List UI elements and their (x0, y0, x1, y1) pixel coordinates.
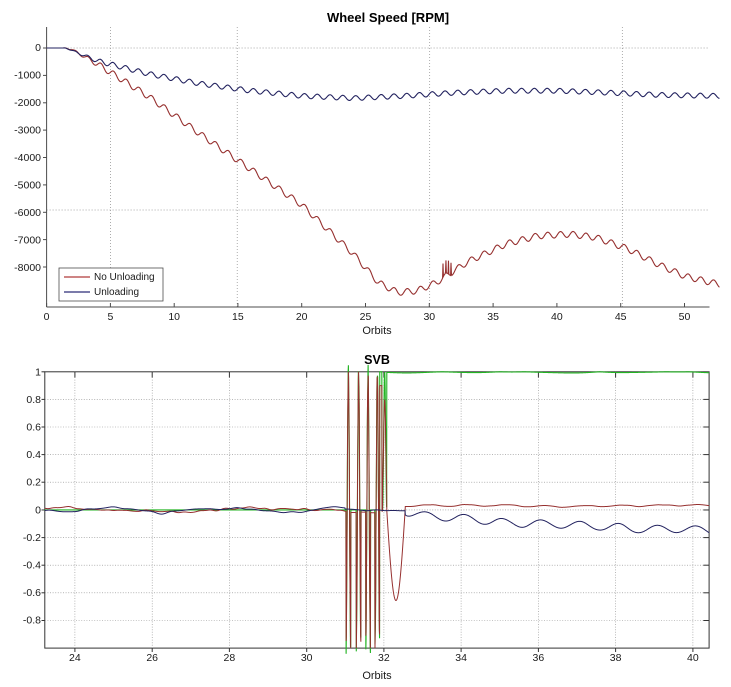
svg-text:0: 0 (44, 311, 50, 323)
svg-text:-1000: -1000 (14, 70, 41, 82)
svg-text:-5000: -5000 (14, 180, 41, 192)
svg-text:50: 50 (679, 311, 691, 323)
svg-text:24: 24 (69, 652, 81, 664)
svg-text:-0.6: -0.6 (23, 587, 41, 599)
svg-text:-8000: -8000 (14, 262, 41, 274)
svg-text:-3000: -3000 (14, 125, 41, 137)
svg-text:-4000: -4000 (14, 152, 41, 164)
svg-text:36: 36 (533, 652, 545, 664)
svg-text:10: 10 (168, 311, 180, 323)
svg-text:0: 0 (35, 42, 41, 54)
svg-text:-0.8: -0.8 (23, 615, 41, 627)
svg-text:0.8: 0.8 (26, 394, 41, 406)
svg-text:25: 25 (360, 311, 372, 323)
svg-text:38: 38 (610, 652, 622, 664)
svg-text:0.6: 0.6 (26, 422, 41, 434)
svg-text:26: 26 (146, 652, 158, 664)
svg-text:-0.2: -0.2 (23, 532, 41, 544)
svg-text:20: 20 (296, 311, 308, 323)
svg-text:5: 5 (107, 311, 113, 323)
svg-text:40: 40 (687, 652, 699, 664)
svg-text:-6000: -6000 (14, 207, 41, 219)
svg-text:-0.4: -0.4 (23, 560, 41, 572)
svg-text:34: 34 (455, 652, 467, 664)
svg-text:-2000: -2000 (14, 97, 41, 109)
svg-text:-7000: -7000 (14, 235, 41, 247)
svg-text:Orbits: Orbits (362, 670, 392, 682)
svg-text:30: 30 (423, 311, 435, 323)
svg-text:Unloading: Unloading (94, 287, 139, 298)
svg-text:0: 0 (35, 505, 41, 517)
svg-text:28: 28 (224, 652, 236, 664)
svg-text:0.4: 0.4 (26, 449, 41, 461)
svg-text:1: 1 (35, 367, 41, 379)
svg-text:32: 32 (378, 652, 390, 664)
svg-text:Wheel Speed [RPM]: Wheel Speed [RPM] (327, 10, 449, 25)
svg-text:0.2: 0.2 (26, 477, 41, 489)
svg-text:35: 35 (487, 311, 499, 323)
svg-text:No Unloading: No Unloading (94, 272, 155, 283)
svg-text:Orbits: Orbits (362, 325, 392, 337)
svg-text:30: 30 (301, 652, 313, 664)
svg-text:15: 15 (232, 311, 244, 323)
svg-text:40: 40 (551, 311, 563, 323)
svg-text:45: 45 (615, 311, 627, 323)
